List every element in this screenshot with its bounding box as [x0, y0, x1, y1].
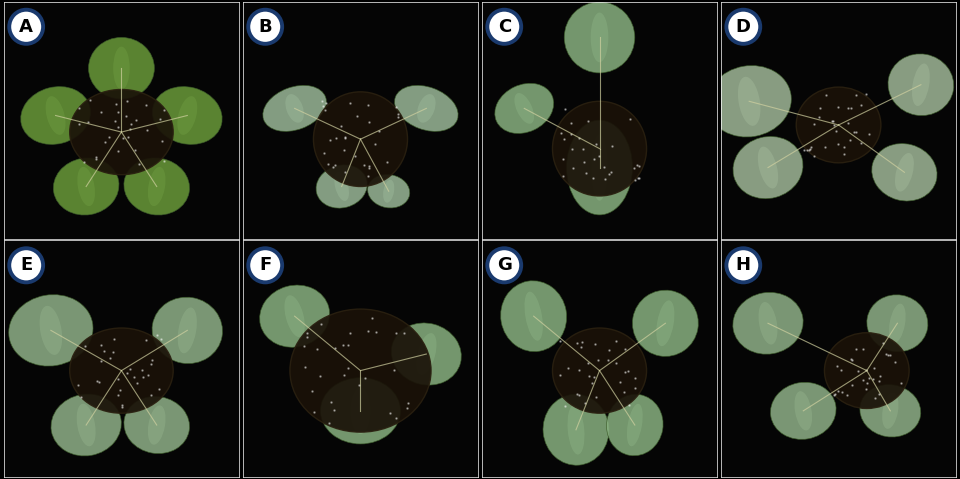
Ellipse shape — [912, 64, 930, 106]
Circle shape — [727, 248, 760, 282]
Ellipse shape — [757, 147, 779, 188]
Ellipse shape — [395, 85, 458, 131]
Ellipse shape — [607, 394, 663, 456]
Ellipse shape — [316, 165, 368, 208]
Ellipse shape — [284, 295, 304, 337]
Ellipse shape — [21, 87, 90, 145]
Ellipse shape — [178, 308, 197, 354]
Ellipse shape — [152, 297, 223, 364]
Text: E: E — [20, 256, 33, 274]
Circle shape — [488, 10, 521, 44]
Ellipse shape — [633, 290, 698, 356]
Ellipse shape — [882, 393, 899, 429]
Ellipse shape — [290, 309, 431, 432]
Ellipse shape — [627, 404, 642, 446]
Ellipse shape — [148, 405, 165, 445]
Ellipse shape — [543, 394, 609, 465]
Text: G: G — [497, 256, 512, 274]
Ellipse shape — [872, 144, 937, 201]
Ellipse shape — [392, 323, 462, 385]
Ellipse shape — [368, 174, 410, 208]
Ellipse shape — [321, 378, 400, 444]
Ellipse shape — [795, 391, 812, 431]
Ellipse shape — [501, 281, 566, 352]
Ellipse shape — [567, 405, 585, 455]
Text: C: C — [497, 18, 511, 36]
Ellipse shape — [888, 54, 953, 115]
Circle shape — [249, 248, 282, 282]
Ellipse shape — [732, 292, 804, 354]
Ellipse shape — [70, 90, 173, 175]
Ellipse shape — [708, 66, 791, 137]
Ellipse shape — [350, 388, 371, 434]
Ellipse shape — [564, 2, 635, 73]
Circle shape — [10, 10, 43, 44]
Text: D: D — [735, 18, 751, 36]
Ellipse shape — [494, 83, 554, 134]
Ellipse shape — [591, 135, 608, 201]
Ellipse shape — [566, 120, 633, 215]
Ellipse shape — [738, 77, 760, 126]
Ellipse shape — [178, 96, 197, 135]
Ellipse shape — [148, 167, 165, 206]
Ellipse shape — [153, 87, 222, 145]
Ellipse shape — [825, 333, 909, 409]
Ellipse shape — [860, 385, 921, 437]
Ellipse shape — [590, 12, 609, 62]
Text: F: F — [259, 256, 272, 274]
Ellipse shape — [758, 302, 778, 344]
Ellipse shape — [733, 137, 803, 199]
Ellipse shape — [51, 394, 121, 456]
Ellipse shape — [54, 158, 119, 215]
Ellipse shape — [417, 94, 436, 123]
Ellipse shape — [796, 87, 881, 163]
Ellipse shape — [383, 180, 395, 203]
Ellipse shape — [88, 37, 155, 99]
Ellipse shape — [524, 292, 542, 341]
Ellipse shape — [553, 101, 647, 196]
Ellipse shape — [417, 333, 437, 375]
Ellipse shape — [263, 85, 326, 131]
Ellipse shape — [285, 94, 304, 123]
Ellipse shape — [77, 404, 96, 446]
Ellipse shape — [39, 306, 62, 355]
Circle shape — [10, 248, 43, 282]
Ellipse shape — [867, 295, 928, 352]
Text: B: B — [258, 18, 272, 36]
Text: H: H — [735, 256, 751, 274]
Ellipse shape — [553, 328, 647, 413]
Ellipse shape — [895, 153, 914, 192]
Ellipse shape — [124, 397, 189, 454]
Ellipse shape — [515, 93, 534, 124]
Ellipse shape — [259, 285, 329, 347]
Ellipse shape — [657, 300, 675, 346]
Text: A: A — [19, 18, 34, 36]
Ellipse shape — [313, 92, 408, 186]
Ellipse shape — [78, 167, 95, 206]
Ellipse shape — [46, 96, 65, 135]
Ellipse shape — [113, 46, 130, 90]
Ellipse shape — [889, 304, 905, 343]
Ellipse shape — [9, 295, 93, 366]
Ellipse shape — [124, 158, 189, 215]
Circle shape — [727, 10, 760, 44]
Ellipse shape — [771, 382, 836, 439]
Circle shape — [249, 10, 282, 44]
Circle shape — [488, 248, 521, 282]
Ellipse shape — [334, 172, 349, 201]
Ellipse shape — [70, 328, 173, 413]
